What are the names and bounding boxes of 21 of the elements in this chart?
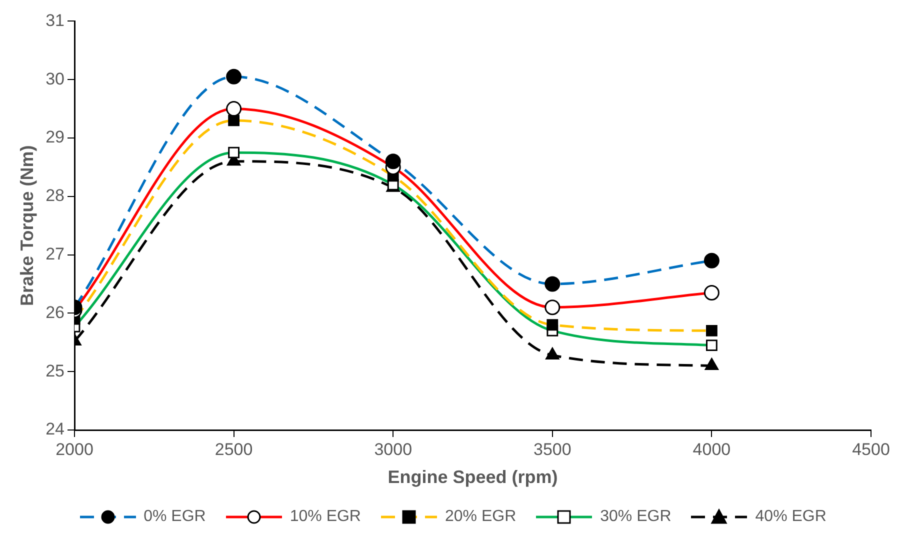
legend-label: 30% EGR: [600, 508, 672, 526]
y-tick-label: 27: [46, 244, 65, 264]
legend-label: 10% EGR: [290, 508, 361, 526]
y-tick-label: 28: [46, 186, 65, 206]
x-tick-label: 3500: [533, 440, 572, 459]
y-tick-label: 30: [46, 69, 65, 88]
y-axis-title: Brake Torque (Nm): [16, 145, 37, 306]
y-tick-label: 31: [46, 10, 65, 30]
y-tick-label: 29: [46, 128, 65, 147]
legend-label: 40% EGR: [755, 508, 826, 526]
x-tick-label: 4000: [692, 440, 731, 459]
x-tick-label: 3000: [374, 440, 412, 459]
x-tick-label: 4500: [852, 440, 890, 459]
y-tick-label: 26: [46, 302, 65, 322]
y-tick-label: 24: [46, 420, 65, 439]
x-tick-label: 2000: [56, 440, 94, 459]
y-tick-label: 25: [46, 361, 65, 380]
x-tick-label: 2500: [214, 440, 253, 459]
legend-label: 20% EGR: [444, 508, 516, 526]
legend-label: 0% EGR: [144, 508, 206, 526]
x-axis-title: Engine Speed (rpm): [388, 467, 558, 488]
